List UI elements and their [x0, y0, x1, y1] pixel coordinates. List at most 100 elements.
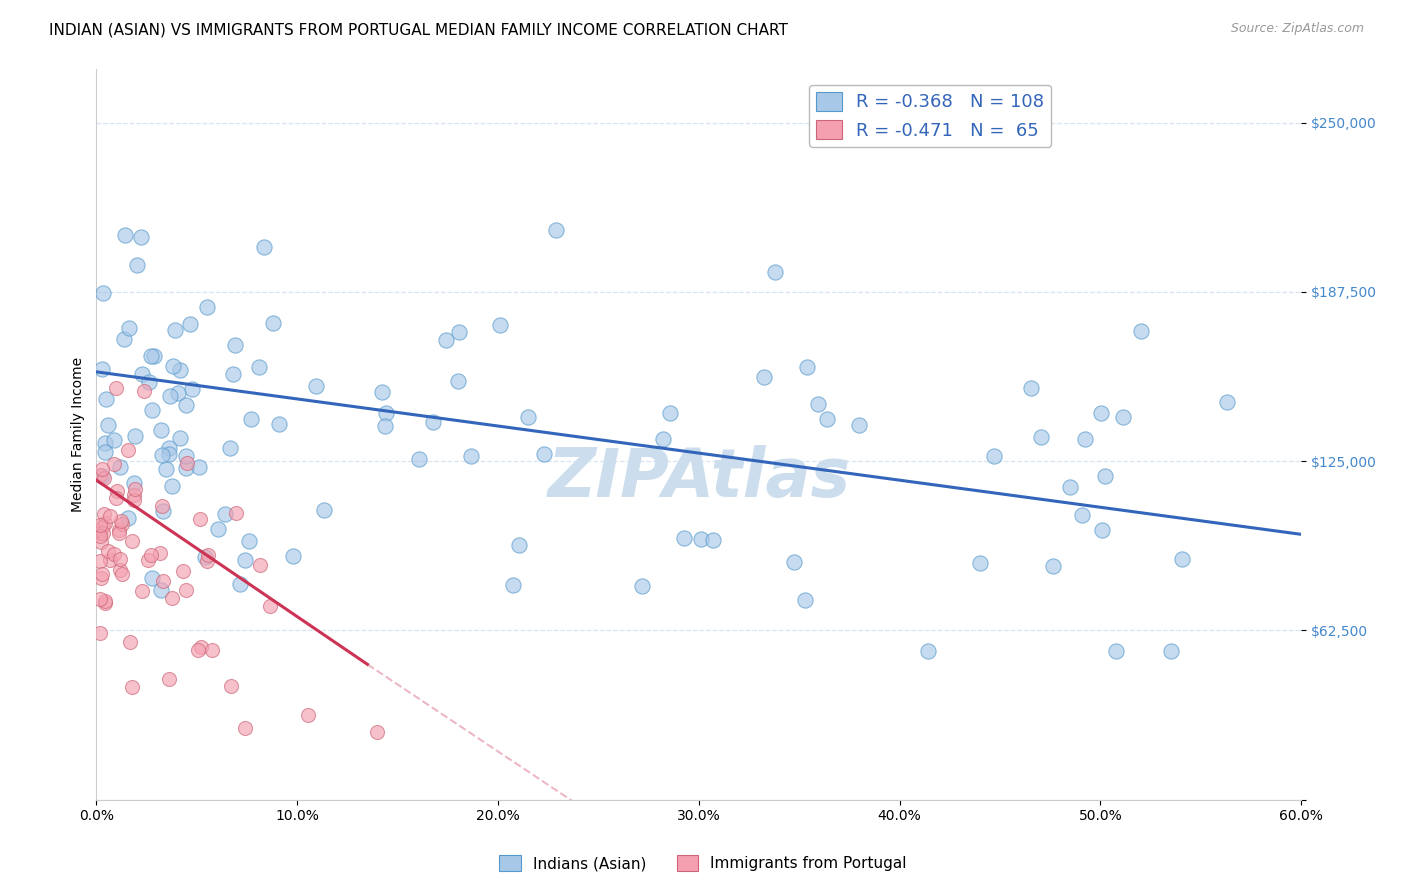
Point [659, 406, 682, 420]
Point [238, 534, 260, 549]
Point [143, 349, 166, 363]
Point [1105, 644, 1128, 658]
Point [127, 258, 149, 272]
Point [108, 552, 131, 566]
Point [149, 583, 172, 598]
Point [94, 435, 117, 450]
Point [91, 361, 114, 376]
Point [90, 570, 112, 584]
Point [172, 565, 194, 579]
Point [262, 317, 284, 331]
Point [240, 411, 263, 425]
Point [174, 449, 197, 463]
Point [1216, 394, 1239, 409]
Point [93, 508, 115, 522]
Point [408, 451, 430, 466]
Point [188, 512, 211, 526]
Point [312, 503, 335, 517]
Point [807, 397, 830, 411]
Point [141, 403, 163, 417]
Point [114, 228, 136, 243]
Point [652, 432, 675, 446]
Point [1160, 644, 1182, 658]
Legend: Indians (Asian), Immigrants from Portugal: Indians (Asian), Immigrants from Portuga… [494, 849, 912, 877]
Point [91, 469, 114, 483]
Point [91, 518, 114, 533]
Point [112, 332, 135, 346]
Point [1071, 508, 1094, 523]
Point [152, 504, 174, 518]
Point [89, 467, 111, 482]
Text: Source: ZipAtlas.com: Source: ZipAtlas.com [1230, 22, 1364, 36]
Point [765, 265, 787, 279]
Point [141, 548, 163, 562]
Point [108, 563, 131, 577]
Point [89, 529, 111, 543]
Point [100, 553, 122, 567]
Point [366, 725, 388, 739]
Point [848, 418, 870, 433]
Point [89, 517, 111, 532]
Point [149, 423, 172, 437]
Point [1112, 410, 1135, 425]
Point [222, 367, 245, 381]
Point [138, 376, 160, 390]
Point [174, 461, 197, 475]
Point [110, 460, 132, 475]
Point [117, 320, 139, 334]
Point [782, 555, 804, 569]
Point [117, 511, 139, 525]
Point [304, 378, 326, 392]
Point [124, 428, 146, 442]
Point [673, 531, 696, 545]
Point [374, 418, 396, 433]
Point [422, 415, 444, 429]
Point [229, 576, 252, 591]
Point [121, 680, 143, 694]
Point [374, 406, 396, 420]
Point [1090, 406, 1112, 420]
Point [103, 433, 125, 447]
Point [169, 431, 191, 445]
Point [1130, 324, 1153, 338]
Point [983, 450, 1005, 464]
Point [157, 672, 180, 686]
Point [195, 301, 218, 315]
Point [917, 644, 939, 658]
Point [281, 549, 304, 563]
Point [98, 509, 121, 524]
Point [121, 534, 143, 549]
Point [218, 442, 240, 456]
Point [89, 553, 111, 567]
Text: INDIAN (ASIAN) VS IMMIGRANTS FROM PORTUGAL MEDIAN FAMILY INCOME CORRELATION CHAR: INDIAN (ASIAN) VS IMMIGRANTS FROM PORTUG… [49, 22, 789, 37]
Point [91, 285, 114, 300]
Point [105, 380, 128, 394]
Point [131, 583, 153, 598]
Point [117, 442, 139, 457]
Point [89, 526, 111, 541]
Point [124, 482, 146, 496]
Point [152, 574, 174, 588]
Point [89, 592, 111, 607]
Point [162, 359, 184, 373]
Point [508, 537, 530, 551]
Point [214, 507, 236, 521]
Point [502, 578, 524, 592]
Point [702, 533, 724, 548]
Point [90, 462, 112, 476]
Point [97, 417, 120, 432]
Point [201, 642, 224, 657]
Point [132, 384, 155, 398]
Point [141, 349, 163, 363]
Point [267, 417, 290, 431]
Point [162, 479, 184, 493]
Point [163, 323, 186, 337]
Point [122, 476, 145, 491]
Point [533, 446, 555, 460]
Point [631, 579, 654, 593]
Point [460, 449, 482, 463]
Point [1029, 430, 1052, 444]
Point [1042, 559, 1064, 574]
Point [190, 640, 212, 655]
Point [207, 522, 229, 536]
